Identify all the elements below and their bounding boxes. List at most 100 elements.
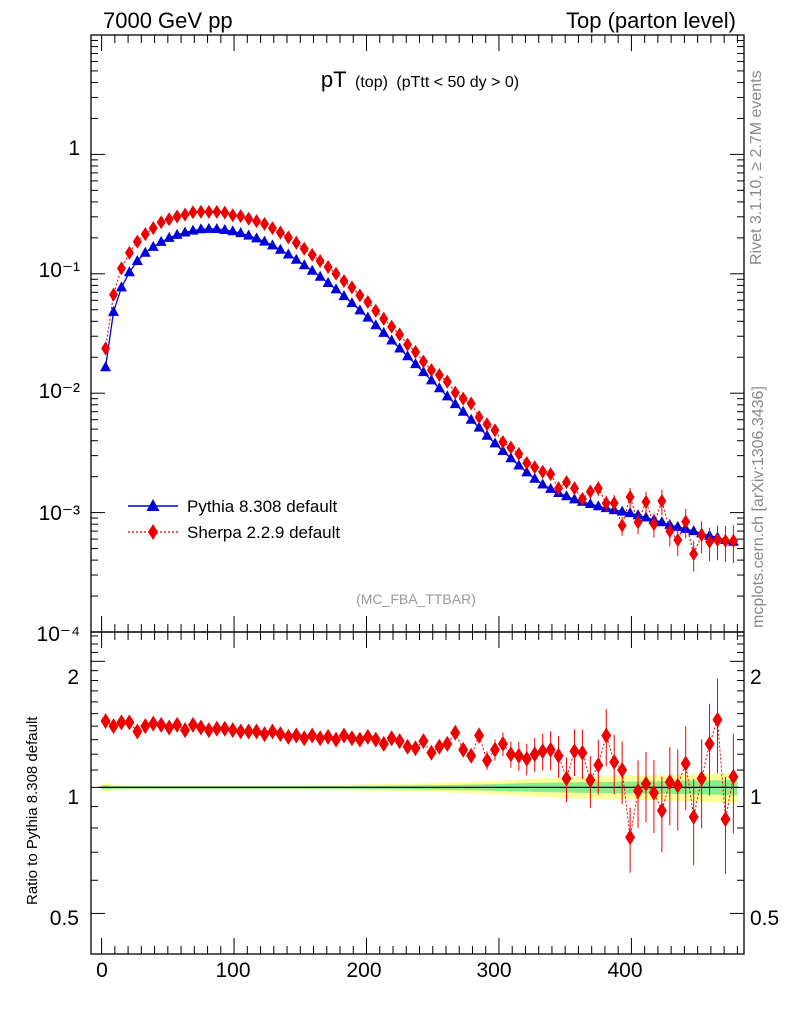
sherpa-point (244, 211, 254, 226)
sherpa-point (506, 440, 516, 455)
sherpa-point (617, 518, 627, 533)
ratio-y-tick-label-right: 1 (750, 786, 762, 809)
ratio-point (195, 719, 206, 736)
ratio-point (672, 777, 683, 794)
pythia-point (497, 445, 509, 456)
pythia-point (441, 390, 453, 401)
ratio-y-tick-label-right: 0.5 (750, 907, 779, 930)
pythia-point (282, 248, 294, 259)
ratio-point (664, 773, 675, 790)
ratio-point (164, 719, 175, 736)
ratio-point (529, 746, 540, 763)
sherpa-point (705, 534, 715, 549)
sherpa-point (450, 385, 460, 400)
ratio-point (124, 714, 135, 731)
pythia-point (139, 246, 151, 257)
sherpa-point (514, 446, 524, 461)
sherpa-point (411, 344, 421, 359)
pythia-point (235, 227, 247, 238)
pythia-point (616, 505, 628, 516)
sherpa-point (387, 319, 397, 334)
pythia-point (330, 283, 342, 294)
pythia-point (505, 452, 517, 463)
ratio-panel-ticks (91, 632, 744, 955)
legend-label-pythia: Pythia 8.308 default (187, 497, 338, 516)
ratio-point (497, 735, 508, 752)
header-left: 7000 GeV pp (103, 8, 233, 33)
pythia-point (290, 253, 302, 264)
ratio-point (378, 735, 389, 752)
sherpa-point (323, 260, 333, 275)
ratio-point (116, 714, 127, 731)
pythia-point (274, 243, 286, 254)
x-tick-label: 200 (346, 959, 381, 982)
series-layer (100, 204, 739, 875)
ratio-point (156, 716, 167, 733)
sherpa-point (442, 374, 452, 389)
sherpa-point (434, 368, 444, 383)
sherpa-point (180, 207, 190, 222)
sherpa-point (697, 527, 707, 542)
sherpa-point (546, 467, 556, 482)
plot-title-sub1: (top) (355, 74, 388, 91)
sherpa-point (379, 311, 389, 326)
pythia-point (410, 358, 422, 369)
pythia-point (346, 297, 358, 308)
ratio-point (251, 723, 262, 740)
sherpa-point (188, 205, 198, 220)
pythia-point (211, 223, 223, 234)
pythia-point (386, 334, 398, 345)
sherpa-point (720, 533, 730, 548)
pythia-point (561, 490, 573, 501)
sherpa-point (299, 241, 309, 256)
sherpa-point (371, 303, 381, 318)
pythia-point (108, 305, 120, 316)
pythia-point (370, 319, 382, 330)
pythia-point (251, 232, 263, 243)
ratio-point (267, 723, 278, 740)
sherpa-point (331, 266, 341, 281)
sherpa-point (482, 417, 492, 432)
ratio-point (315, 730, 326, 747)
sherpa-point (601, 496, 611, 511)
legend-marker-sherpa (148, 524, 158, 540)
sherpa-point (538, 464, 548, 479)
sherpa-point (673, 532, 683, 547)
sherpa-point (426, 363, 436, 378)
sherpa-point (132, 234, 142, 249)
pythia-point (123, 266, 135, 277)
ratio-point (593, 757, 604, 774)
pythia-point (314, 270, 326, 281)
pythia-point (306, 264, 318, 275)
pythia-point (163, 231, 175, 242)
pythia-point (187, 224, 199, 235)
pythia-point (656, 516, 668, 527)
x-tick-label: 100 (215, 959, 250, 982)
pythia-point (545, 482, 557, 493)
ratio-point (227, 722, 238, 739)
sherpa-point (633, 515, 643, 530)
sherpa-point (665, 524, 675, 539)
ratio-point (625, 829, 636, 846)
sherpa-point (577, 491, 587, 506)
sherpa-point (641, 494, 651, 509)
ratio-point (720, 811, 731, 828)
pythia-point (672, 520, 684, 531)
ratio-point (601, 727, 612, 744)
ratio-point (354, 731, 365, 748)
ratio-point (203, 722, 214, 739)
sherpa-point (403, 337, 413, 352)
upper-y-tick-label: 10⁻¹ (39, 259, 80, 282)
pythia-point (425, 374, 437, 385)
pythia-point (449, 398, 461, 409)
sherpa-point (609, 496, 619, 511)
upper-panel-frame (90, 34, 745, 633)
pythia-point (227, 225, 239, 236)
sherpa-point (355, 288, 365, 303)
ratio-y-tick-label: 0.5 (50, 907, 79, 930)
ratio-point (688, 808, 699, 825)
pythia-point (219, 223, 231, 234)
sherpa-point (307, 247, 317, 262)
pythia-point (568, 493, 580, 504)
x-tick-label: 300 (476, 959, 511, 982)
